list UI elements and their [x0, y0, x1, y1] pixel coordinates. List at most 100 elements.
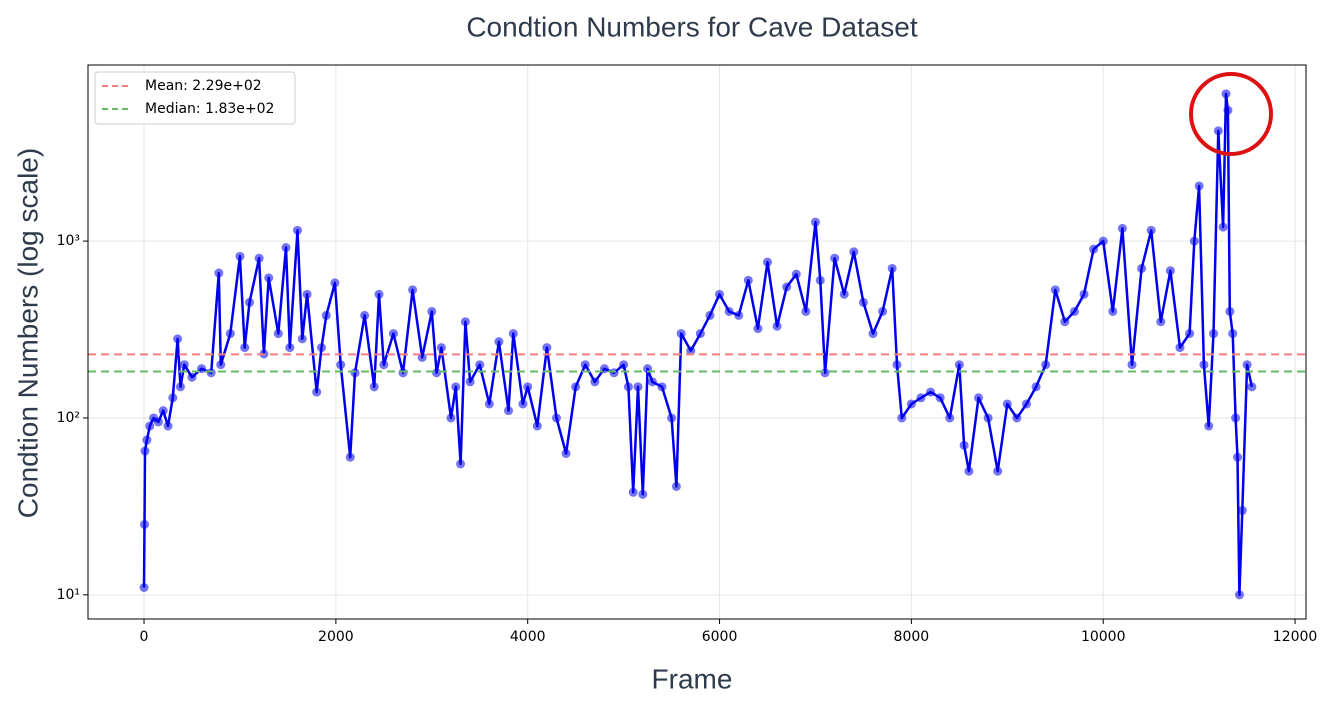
data-point [175, 382, 185, 392]
x-tick-label: 2000 [318, 629, 354, 645]
data-point [628, 487, 638, 497]
data-point [935, 393, 945, 403]
data-point [926, 387, 936, 397]
data-point [456, 459, 466, 469]
data-point [801, 306, 811, 316]
data-point [285, 343, 295, 353]
data-point [1242, 360, 1252, 370]
data-point [139, 519, 149, 529]
data-point [214, 268, 224, 278]
data-point [590, 377, 600, 387]
data-point [810, 217, 820, 227]
data-point [1108, 306, 1118, 316]
data-point [1189, 236, 1199, 246]
data-point [753, 324, 763, 334]
legend-label: Mean: 2.29e+02 [145, 78, 262, 94]
data-point [1098, 236, 1108, 246]
data-point [1165, 266, 1175, 276]
data-point [1231, 413, 1241, 423]
legend-box [94, 71, 296, 125]
data-point [1127, 360, 1137, 370]
data-point [671, 481, 681, 491]
data-point [676, 329, 686, 339]
data-point [158, 406, 168, 416]
data-point [140, 446, 150, 456]
data-point [235, 251, 245, 261]
data-point [216, 360, 226, 370]
data-point [551, 413, 561, 423]
data-point [281, 242, 291, 252]
data-point [451, 382, 461, 392]
x-tick-label: 12000 [1273, 629, 1318, 645]
data-point [484, 399, 494, 409]
data-point [321, 310, 331, 320]
legend: Mean: 2.29e+02 Median: 1.83e+02 [94, 71, 296, 125]
data-point [1221, 89, 1231, 99]
data-point [609, 368, 619, 378]
data-point [1060, 317, 1070, 327]
data-point [523, 382, 533, 392]
data-point [1209, 329, 1219, 339]
data-point [959, 440, 969, 450]
data-point [369, 382, 379, 392]
y-tick-label: 10³ [57, 233, 80, 249]
data-point [297, 334, 307, 344]
data-point [465, 377, 475, 387]
data-point [1228, 329, 1238, 339]
data-point [1137, 263, 1147, 273]
data-point [1237, 505, 1247, 515]
data-point [1031, 382, 1041, 392]
data-point [1041, 360, 1051, 370]
x-tick-label: 6000 [702, 629, 738, 645]
data-point [1089, 244, 1099, 254]
data-point [504, 406, 514, 416]
data-point [427, 306, 437, 316]
data-point [906, 399, 916, 409]
data-point [638, 489, 648, 499]
data-point [993, 466, 1003, 476]
data-point [667, 413, 677, 423]
data-point [868, 329, 878, 339]
data-point [1234, 590, 1244, 600]
y-tick-label: 10² [57, 410, 80, 426]
data-point [446, 413, 456, 423]
data-point [316, 343, 326, 353]
data-point [954, 360, 964, 370]
data-point [345, 452, 355, 462]
data-point [878, 306, 888, 316]
data-point [839, 289, 849, 299]
series-line [142, 92, 1254, 597]
data-point [1146, 225, 1156, 235]
data-point [273, 329, 283, 339]
data-point [964, 466, 974, 476]
y-axis-label: Condtion Numbers (log scale) [12, 148, 43, 518]
data-point [460, 317, 470, 327]
data-point [302, 289, 312, 299]
data-point [312, 387, 322, 397]
data-point [772, 321, 782, 331]
data-point [432, 368, 442, 378]
data-point [494, 337, 504, 347]
data-point [542, 343, 552, 353]
data-point [1233, 452, 1243, 462]
data-point [830, 253, 840, 263]
data-point [1185, 329, 1195, 339]
data-point [791, 269, 801, 279]
data-point [1012, 413, 1022, 423]
data-point [647, 377, 657, 387]
data-point [724, 306, 734, 316]
data-point [398, 368, 408, 378]
data-point [580, 360, 590, 370]
data-point [225, 329, 235, 339]
data-point [916, 393, 926, 403]
data-point [897, 413, 907, 423]
data-point [508, 329, 518, 339]
data-point [1204, 421, 1214, 431]
data-point [734, 310, 744, 320]
data-point [1175, 343, 1185, 353]
data-point [388, 329, 398, 339]
data-point [292, 225, 302, 235]
data-point [1156, 317, 1166, 327]
data-point [820, 368, 830, 378]
